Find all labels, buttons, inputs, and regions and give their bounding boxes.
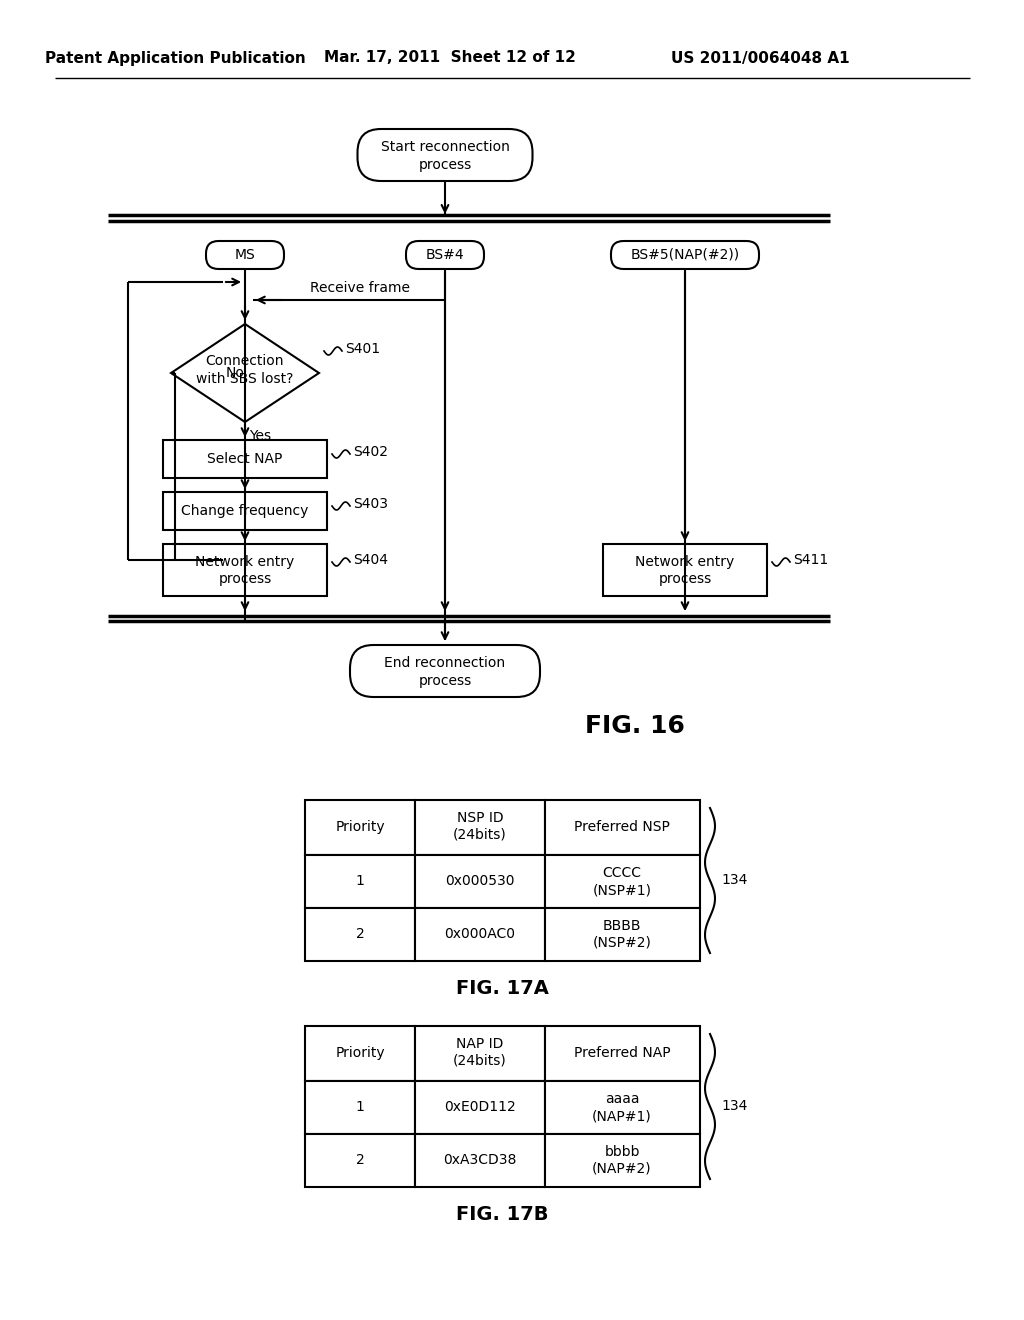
Text: 134: 134 (722, 1100, 749, 1113)
Bar (603, 544, 767, 597)
Text: FIG. 17A: FIG. 17A (456, 979, 549, 998)
Text: 0xA3CD38: 0xA3CD38 (443, 1152, 517, 1167)
Bar (545, 1081, 700, 1134)
Text: FIG. 17B: FIG. 17B (456, 1205, 548, 1225)
Text: Priority: Priority (335, 820, 385, 834)
Text: CCCC: CCCC (602, 866, 641, 880)
Bar (545, 1134, 700, 1187)
Bar (415, 1081, 545, 1134)
Text: NAP ID: NAP ID (457, 1038, 504, 1051)
FancyBboxPatch shape (357, 129, 532, 181)
Bar (415, 908, 545, 961)
Text: MS: MS (234, 248, 255, 261)
Text: 134: 134 (722, 873, 749, 887)
Bar (163, 492, 327, 531)
Text: (24bits): (24bits) (454, 828, 507, 842)
Text: 2: 2 (355, 927, 365, 941)
Text: Yes: Yes (249, 429, 271, 444)
Text: No: No (226, 366, 245, 380)
Bar (305, 1026, 415, 1081)
Bar (305, 800, 415, 855)
Text: FIG. 16: FIG. 16 (585, 714, 685, 738)
Text: (24bits): (24bits) (454, 1053, 507, 1068)
Text: End reconnection: End reconnection (384, 656, 506, 671)
Bar (415, 1026, 545, 1081)
Polygon shape (171, 323, 319, 422)
Text: process: process (419, 158, 472, 172)
Text: (NAP#2): (NAP#2) (592, 1162, 652, 1176)
Text: 1: 1 (355, 874, 365, 888)
Text: process: process (419, 675, 472, 688)
Text: Start reconnection: Start reconnection (381, 140, 509, 154)
Text: Preferred NSP: Preferred NSP (574, 820, 670, 834)
Bar (545, 855, 700, 908)
Text: Mar. 17, 2011  Sheet 12 of 12: Mar. 17, 2011 Sheet 12 of 12 (324, 50, 575, 66)
Text: Network entry: Network entry (196, 554, 295, 569)
Text: Network entry: Network entry (635, 554, 734, 569)
Bar (305, 855, 415, 908)
Text: Change frequency: Change frequency (181, 504, 308, 517)
Text: US 2011/0064048 A1: US 2011/0064048 A1 (671, 50, 849, 66)
Bar (163, 440, 327, 478)
FancyBboxPatch shape (406, 242, 484, 269)
FancyBboxPatch shape (350, 645, 540, 697)
Text: (NSP#2): (NSP#2) (593, 936, 651, 950)
Text: S404: S404 (353, 553, 388, 568)
Bar (545, 800, 700, 855)
Bar (305, 908, 415, 961)
Text: Select NAP: Select NAP (207, 451, 283, 466)
Bar (545, 908, 700, 961)
Text: 1: 1 (355, 1100, 365, 1114)
Text: S403: S403 (353, 498, 388, 511)
Text: Receive frame: Receive frame (310, 281, 410, 294)
Bar (305, 1134, 415, 1187)
Text: process: process (218, 572, 271, 586)
Bar (305, 1081, 415, 1134)
Text: 2: 2 (355, 1152, 365, 1167)
Text: 0xE0D112: 0xE0D112 (444, 1100, 516, 1114)
Text: 0x000530: 0x000530 (445, 874, 515, 888)
Text: with SBS lost?: with SBS lost? (197, 372, 294, 385)
FancyBboxPatch shape (206, 242, 284, 269)
Text: bbbb: bbbb (604, 1144, 640, 1159)
Text: (NAP#1): (NAP#1) (592, 1109, 652, 1123)
Text: BS#4: BS#4 (426, 248, 464, 261)
Text: S402: S402 (353, 445, 388, 459)
Text: Priority: Priority (335, 1045, 385, 1060)
Text: Connection: Connection (206, 354, 285, 368)
Text: process: process (658, 572, 712, 586)
Bar (415, 855, 545, 908)
FancyBboxPatch shape (611, 242, 759, 269)
Bar (545, 1026, 700, 1081)
Text: Patent Application Publication: Patent Application Publication (45, 50, 305, 66)
Bar (415, 1134, 545, 1187)
Text: BS#5(NAP(#2)): BS#5(NAP(#2)) (631, 248, 739, 261)
Bar (163, 544, 327, 597)
Bar (415, 800, 545, 855)
Text: NSP ID: NSP ID (457, 810, 504, 825)
Text: (NSP#1): (NSP#1) (593, 883, 651, 898)
Text: S401: S401 (345, 342, 380, 356)
Text: aaaa: aaaa (605, 1092, 639, 1106)
Text: S411: S411 (793, 553, 828, 568)
Text: BBBB: BBBB (603, 919, 641, 933)
Text: 0x000AC0: 0x000AC0 (444, 927, 515, 941)
Text: Preferred NAP: Preferred NAP (573, 1045, 671, 1060)
